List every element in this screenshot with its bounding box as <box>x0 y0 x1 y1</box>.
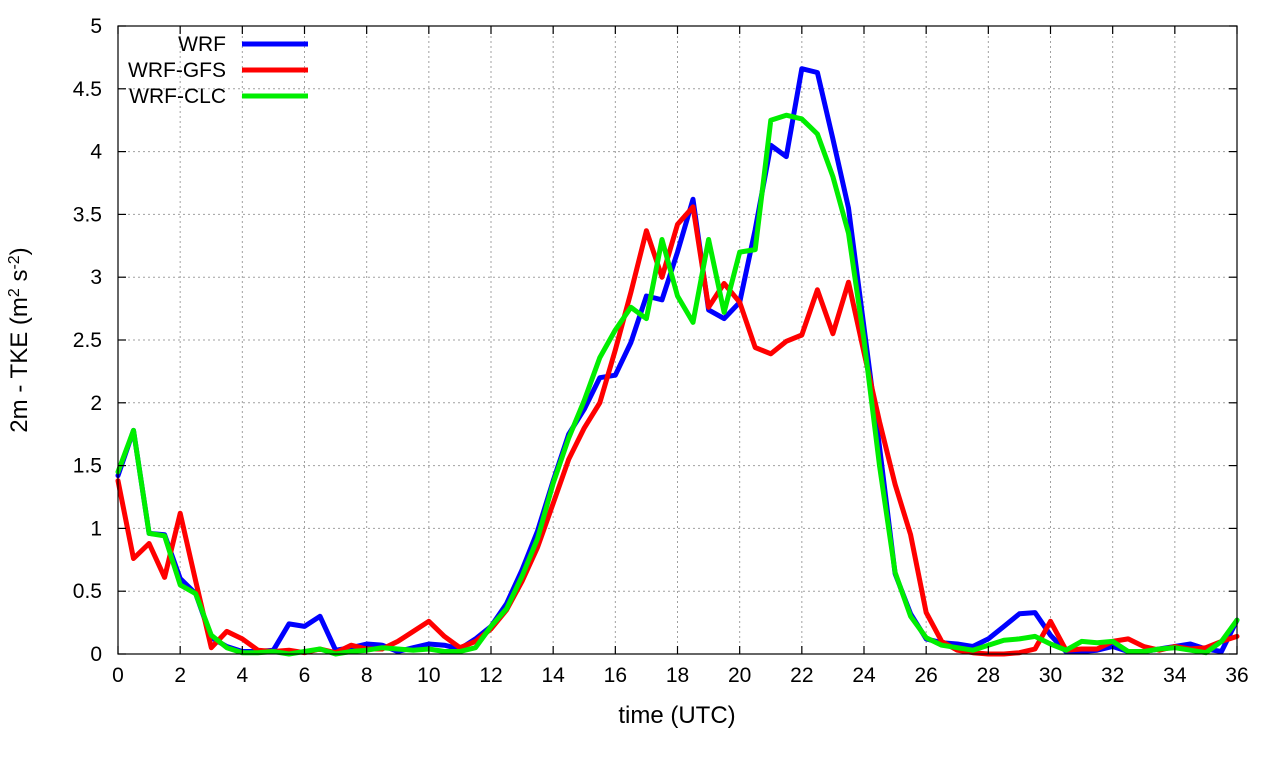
y-axis-title: 2m - TKE (m2 s-2) <box>6 247 34 432</box>
x-axis-title: time (UTC) <box>618 702 735 729</box>
y-tick-label: 4.5 <box>73 78 102 101</box>
axis-ticks: 0 2 4 6 8 10 12 14 16 18 20 22 24 26 28 30 32 34 3600.511.… <box>73 15 1249 687</box>
y-tick-label: 0 <box>90 643 102 666</box>
y-tick-label: 0.5 <box>73 580 102 603</box>
legend-label-wrf: WRF <box>178 33 226 56</box>
x-tick-label: 16 <box>604 664 627 687</box>
y-tick-label: 1 <box>90 517 102 540</box>
x-tick-label: 28 <box>977 664 1000 687</box>
y-tick-label: 2 <box>90 392 102 415</box>
y-tick-label: 3.5 <box>73 203 102 226</box>
y-axis-title-main: 2m - TKE (m <box>6 297 33 433</box>
series-line-wrf <box>115 66 1240 654</box>
x-tick-label: 10 <box>417 664 440 687</box>
y-axis-title-exp1: 2 <box>6 288 23 297</box>
x-tick-label: 30 <box>1039 664 1062 687</box>
legend-label-wrf-clc: WRF-CLC <box>129 85 226 108</box>
x-tick-label: 36 <box>1225 664 1248 687</box>
x-tick-label: 20 <box>728 664 751 687</box>
legend-label-wrf-gfs: WRF-GFS <box>128 59 226 82</box>
y-tick-label: 5 <box>90 15 102 38</box>
grid-lines <box>118 26 1237 654</box>
y-axis-title-mid: s <box>6 270 33 289</box>
y-axis-title-end: ) <box>6 247 33 255</box>
y-tick-label: 2.5 <box>73 329 102 352</box>
x-tick-label: 0 <box>112 664 124 687</box>
y-tick-label: 4 <box>90 141 102 164</box>
x-tick-label: 32 <box>1101 664 1124 687</box>
x-tick-label: 26 <box>914 664 937 687</box>
x-tick-label: 22 <box>790 664 813 687</box>
y-tick-label: 1.5 <box>73 455 102 478</box>
x-tick-label: 4 <box>236 664 248 687</box>
x-tick-label: 14 <box>541 664 565 687</box>
x-tick-label: 2 <box>174 664 186 687</box>
x-tick-label: 12 <box>479 664 502 687</box>
x-tick-label: 24 <box>852 664 876 687</box>
x-tick-label: 6 <box>299 664 311 687</box>
legend: WRF WRF-GFS WRF-CLC <box>128 33 308 108</box>
y-tick-label: 3 <box>90 266 102 289</box>
x-tick-label: 18 <box>666 664 689 687</box>
x-tick-label: 34 <box>1163 664 1187 687</box>
y-axis-title-exp2: -2 <box>6 255 23 269</box>
x-tick-label: 8 <box>361 664 373 687</box>
